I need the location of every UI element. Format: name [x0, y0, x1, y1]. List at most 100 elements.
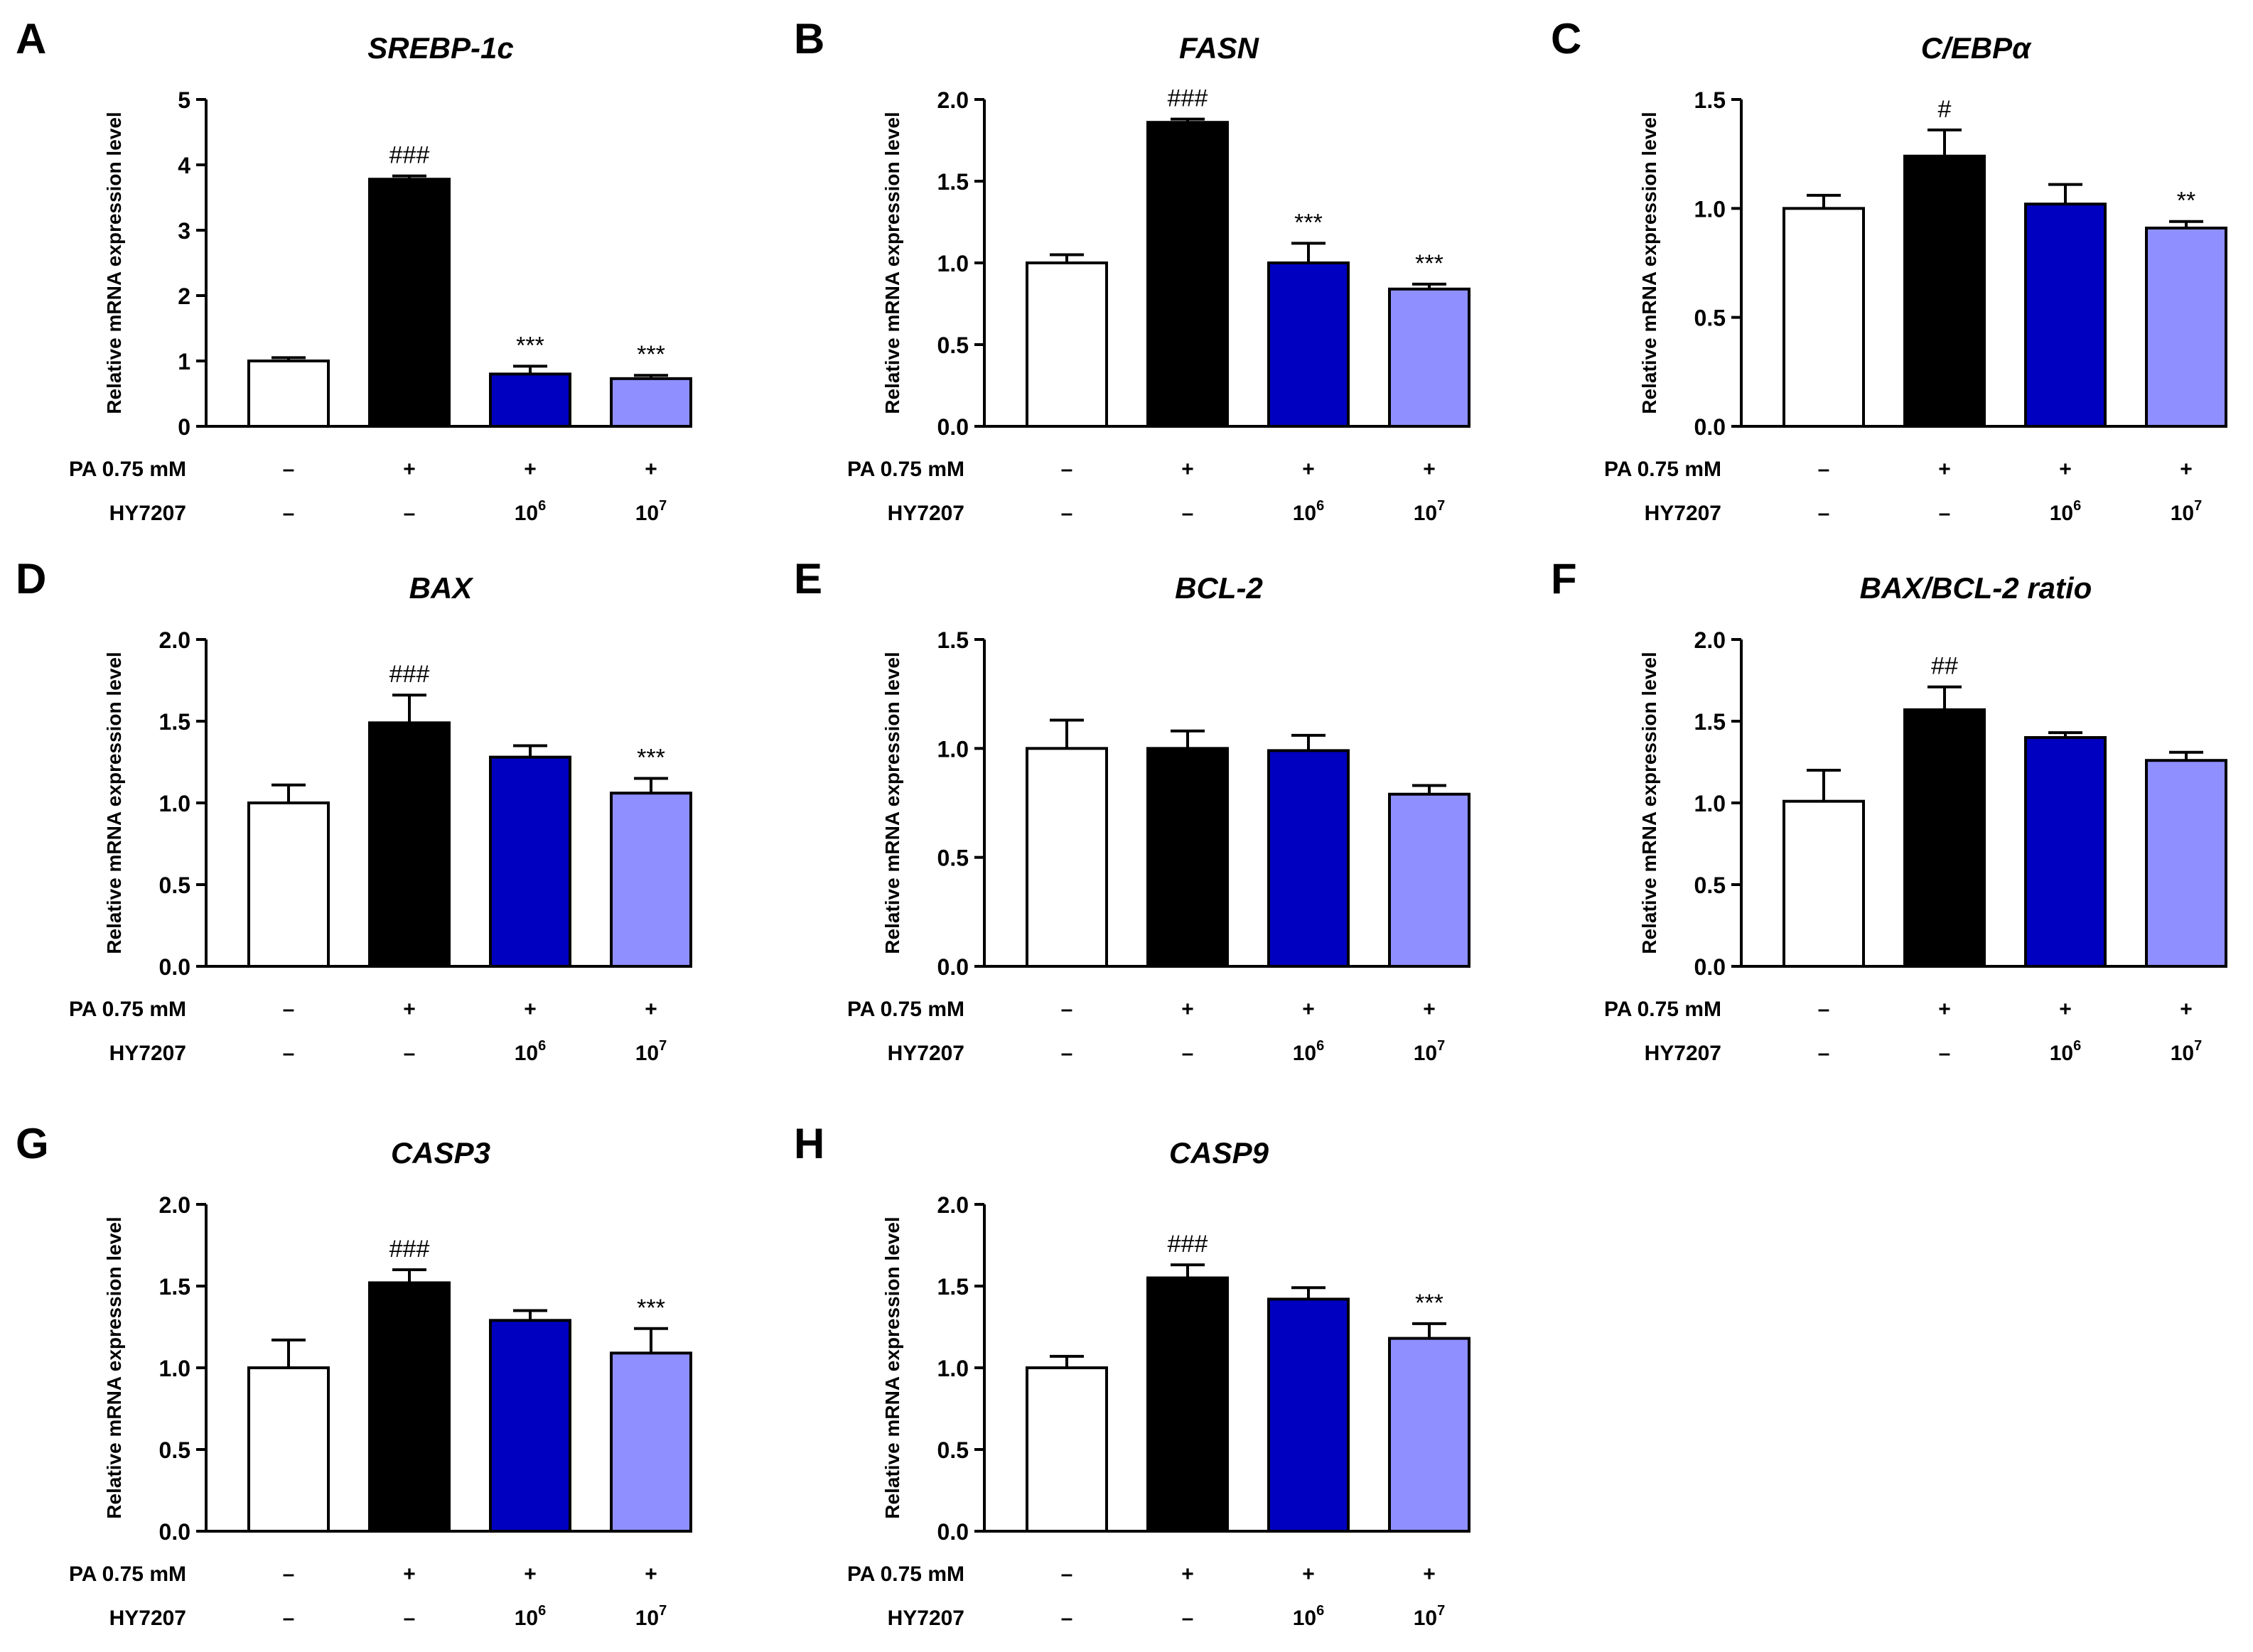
treatment-mark-exponent: 7	[1437, 498, 1445, 514]
treatment-mark: –	[1818, 998, 1830, 1021]
treatment-mark: –	[1818, 1042, 1830, 1065]
bar-3	[489, 755, 571, 968]
bar-2	[1903, 708, 1986, 968]
treatment-mark-exponent: 6	[538, 1038, 546, 1054]
treatment-mark: –	[1939, 502, 1951, 525]
bar-1	[247, 801, 330, 968]
bar-4	[610, 377, 692, 428]
panel-letter: H	[794, 1120, 824, 1167]
y-tick-label: 2.0	[937, 1192, 969, 1218]
treatment-mark-exponent: 7	[659, 498, 667, 514]
significance-label: ***	[1415, 250, 1443, 277]
treatment-row-label: HY7207	[888, 1042, 964, 1065]
treatment-mark: 107	[1414, 498, 1446, 525]
treatment-mark: +	[2059, 458, 2072, 481]
y-tick-label: 0.5	[937, 846, 969, 871]
treatment-mark: +	[1181, 1562, 1194, 1586]
treatment-mark: –	[283, 502, 295, 525]
bar-3	[1267, 749, 1350, 968]
treatment-mark: 106	[1293, 1038, 1325, 1065]
bar-2	[1903, 154, 1986, 428]
treatment-mark: 106	[515, 498, 547, 525]
y-tick-label: 0.0	[937, 1519, 969, 1545]
treatment-row-label: PA 0.75 mM	[69, 458, 186, 481]
y-tick-label: 1.0	[1694, 791, 1726, 816]
y-tick-label: 1.5	[1694, 87, 1726, 113]
treatment-mark: +	[1423, 998, 1436, 1021]
significance-label: **	[2177, 188, 2195, 215]
treatment-mark: 107	[635, 498, 667, 525]
bar-2	[368, 178, 451, 428]
bar-2	[1146, 1276, 1229, 1533]
treatment-mark: +	[1181, 458, 1194, 481]
bar-2	[368, 721, 451, 968]
bar-4	[2145, 759, 2227, 968]
treatment-mark: –	[1061, 1562, 1073, 1586]
significance-label: ***	[637, 745, 665, 772]
treatment-mark: –	[404, 1042, 416, 1065]
y-tick-label: 5	[178, 87, 190, 113]
treatment-mark: +	[1423, 1562, 1436, 1586]
chart-title: C/EBPα	[1921, 31, 2032, 65]
significance-label: ***	[637, 341, 665, 368]
y-tick-label: 1.5	[159, 1274, 190, 1300]
y-tick-label: 0.0	[937, 954, 969, 980]
treatment-mark: +	[2180, 998, 2193, 1021]
treatment-mark: 106	[515, 1038, 547, 1065]
y-tick-label: 0.5	[937, 333, 969, 358]
panel-letter: F	[1551, 555, 1577, 603]
treatment-mark: 106	[1293, 1603, 1325, 1630]
bar-2	[1146, 121, 1229, 428]
treatment-mark: +	[403, 458, 416, 481]
significance-label: ###	[389, 1236, 430, 1263]
treatment-row-label: HY7207	[109, 502, 186, 525]
treatment-mark: +	[1938, 458, 1951, 481]
treatment-mark: 107	[1414, 1603, 1446, 1630]
significance-label: ***	[516, 332, 544, 359]
treatment-mark: –	[1182, 502, 1194, 525]
chart-title: CASP9	[1169, 1136, 1269, 1170]
treatment-mark: 107	[635, 1603, 667, 1630]
treatment-row-label: HY7207	[109, 1042, 186, 1065]
chart-title: SREBP-1c	[367, 31, 513, 65]
treatment-mark-exponent: 7	[2194, 498, 2202, 514]
treatment-mark: –	[283, 998, 295, 1021]
significance-label: ***	[637, 1295, 665, 1322]
treatment-row-label: HY7207	[888, 502, 964, 525]
significance-label: ***	[1415, 1290, 1443, 1317]
treatment-mark: +	[403, 998, 416, 1021]
panel-h: H CASP9 0.0 0.5 1.0 1.5 2.0 Relative mRNA expre…	[794, 1120, 1470, 1630]
y-axis-label: Relative mRNA expression level	[1638, 652, 1660, 954]
treatment-mark: –	[1939, 1042, 1951, 1065]
bar-3	[1267, 261, 1350, 428]
chart-title: BAX/BCL-2 ratio	[1860, 571, 2092, 605]
y-tick-label: 1.0	[937, 251, 969, 276]
treatment-mark: –	[1818, 502, 1830, 525]
treatment-mark: –	[1061, 502, 1073, 525]
treatment-mark: +	[1423, 458, 1436, 481]
bar-2	[1146, 747, 1229, 968]
treatment-mark: +	[1302, 998, 1315, 1021]
bar-3	[489, 372, 571, 428]
treatment-row-label: PA 0.75 mM	[847, 458, 964, 481]
bar-3	[2024, 736, 2107, 968]
treatment-mark: 106	[1293, 498, 1325, 525]
treatment-mark: +	[2180, 458, 2193, 481]
significance-label: ###	[1168, 85, 1208, 112]
bar-4	[610, 792, 692, 968]
y-tick-label: 2.0	[159, 1192, 190, 1218]
y-tick-label: 0.5	[1694, 306, 1726, 331]
bar-1	[1026, 261, 1108, 428]
treatment-row-label: HY7207	[1645, 1042, 1721, 1065]
y-axis-label: Relative mRNA expression level	[881, 652, 903, 954]
y-axis-label: Relative mRNA expression level	[881, 112, 903, 414]
y-tick-label: 3	[178, 218, 190, 244]
treatment-mark: –	[1061, 458, 1073, 481]
treatment-mark: +	[1938, 998, 1951, 1021]
y-axis-label: Relative mRNA expression level	[103, 112, 125, 414]
y-tick-label: 0.5	[159, 873, 190, 898]
treatment-mark: +	[1181, 998, 1194, 1021]
panel-g: G CASP3 0.0 0.5 1.0 1.5 2.0 Relative mRNA expre…	[16, 1120, 692, 1630]
treatment-row-label: HY7207	[109, 1607, 186, 1630]
treatment-mark-exponent: 7	[1437, 1603, 1445, 1619]
